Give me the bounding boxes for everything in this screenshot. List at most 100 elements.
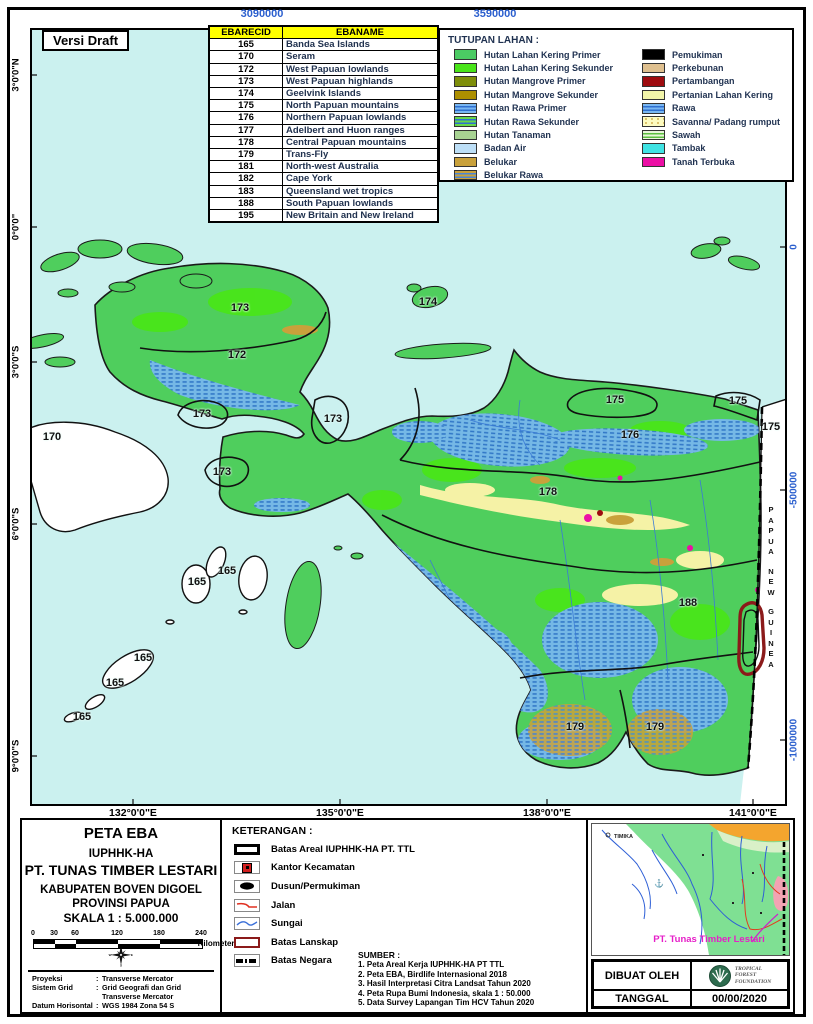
- scale-bar: 0 30 60 120 180 240 Kilometers: [31, 930, 239, 950]
- dash-line-symbol: [232, 954, 262, 968]
- eba-table: EBARECID EBANAME 165 Banda Sea Islands 170…: [208, 25, 439, 224]
- table-row: 183 Queensland wet tropics: [208, 184, 439, 198]
- legend-item: Savanna/ Padang rumput: [634, 115, 786, 128]
- scale-tick-label: 0: [31, 930, 35, 938]
- projection-label: Datum Horisontal: [32, 1001, 93, 1011]
- source-line: 4. Peta Rupa Bumi Indonesia, skala 1 : 5…: [358, 988, 531, 998]
- regency-name: KABUPATEN BOVEN DIGOEL: [40, 883, 202, 896]
- table-row: 195 New Britain and New Ireland: [208, 209, 439, 223]
- legend-item: Rawa: [634, 102, 786, 115]
- legend-item-label: Hutan Rawa Primer: [484, 103, 567, 114]
- table-cell: 174: [208, 87, 283, 101]
- legend-item-label: Rawa: [672, 103, 696, 114]
- axis-label: 3590000: [473, 8, 517, 20]
- keterangan-item-label: Dusun/Permukiman: [271, 880, 361, 892]
- projection-value: Grid Geografi dan Grid Transverse Mercat…: [102, 983, 182, 1001]
- legend-item-label: Pertambangan: [672, 76, 735, 87]
- country-border: [746, 406, 764, 769]
- table-row: 176 Northern Papuan lowlands: [208, 111, 439, 125]
- keterangan-item: Sungai: [232, 914, 586, 933]
- legend-item: Pertambangan: [634, 75, 786, 88]
- blue-line-symbol: [232, 917, 262, 931]
- keterangan-item: Batas Negara: [232, 952, 586, 971]
- country-label-letter: U: [768, 536, 774, 546]
- legend-item: Hutan Tanaman: [446, 128, 634, 141]
- inset-land: [626, 824, 789, 955]
- table-cell: Cape York: [282, 172, 439, 186]
- keterangan-title: KETERANGAN :: [232, 825, 313, 837]
- projection-value: Transverse Mercator: [102, 973, 174, 983]
- table-cell: 177: [208, 123, 283, 137]
- legend-col2: Pemukiman Perkebunan Pertambangan Pertanian…: [634, 48, 786, 182]
- country-label-letter: P: [768, 505, 774, 514]
- sources-items: 1. Peta Areal Kerja IUPHHK-HA PT TTL 2. P…: [358, 960, 580, 1008]
- red-box-symbol: [232, 936, 262, 949]
- table-cell: Queensland wet tropics: [282, 184, 439, 198]
- legend-swatch: [454, 49, 477, 60]
- areal-box-symbol: [232, 843, 262, 856]
- legend-item: Hutan Lahan Kering Primer: [446, 48, 634, 61]
- table-row: 174 Geelvink Islands: [208, 87, 439, 101]
- landcover-legend: TUTUPAN LAHAN : Hutan Lahan Kering Prime…: [438, 28, 794, 182]
- legend-item: Pemukiman: [634, 48, 786, 61]
- date-value: 00/00/2020: [691, 990, 788, 1007]
- scale-tick-label: 240: [195, 930, 207, 938]
- projection-sep: :: [96, 973, 99, 983]
- eba-boundaries: [139, 311, 761, 749]
- table-cell: West Papuan highlands: [282, 74, 439, 89]
- axis-label: 3°0'0"S: [10, 345, 22, 379]
- country-label-letter: A: [768, 547, 774, 556]
- legend-item: Belukar Rawa: [446, 169, 634, 182]
- table-cell: Central Papuan mountains: [282, 135, 439, 150]
- legend-item-label: Hutan Rawa Sekunder: [484, 116, 580, 127]
- table-row: 172 West Papuan lowlands: [208, 62, 439, 76]
- credits-table: DIBUAT OLEH TROPICAL FOREST: [591, 959, 790, 1009]
- legend-swatch: [454, 89, 477, 101]
- axis-label: 0°0'0": [10, 213, 22, 241]
- legend-item-label: Pertanian Lahan Kering: [672, 89, 774, 100]
- table-cell: Banda Sea Islands: [282, 38, 439, 52]
- title-block: PETA EBA IUPHHK-HA PT. TUNAS TIMBER LEST…: [22, 820, 239, 1012]
- legend-item: Tanah Terbuka: [634, 155, 786, 168]
- legend-item-label: Savanna/ Padang rumput: [672, 116, 781, 127]
- legend-item-label: Belukar: [484, 156, 518, 167]
- keterangan-item-label: Batas Areal IUPHHK-HA PT. TTL: [271, 843, 415, 855]
- table-cell: North-west Australia: [282, 160, 439, 174]
- svg-text:E: E: [131, 953, 133, 957]
- draft-version-badge: Versi Draft: [42, 30, 130, 51]
- legend-item: Hutan Mangrove Sekunder: [446, 88, 634, 101]
- keterangan-item-label: Kantor Kecamatan: [271, 862, 355, 874]
- scale-tick-label: 180: [153, 930, 165, 938]
- legend-item-label: Badan Air: [484, 143, 527, 154]
- legend-item-label: Hutan Lahan Kering Primer: [484, 49, 601, 60]
- legend-item-label: Hutan Lahan Kering Sekunder: [484, 63, 614, 74]
- inset-place-label: TIMIKA: [614, 834, 633, 840]
- tff-logo-text: TROPICAL FOREST FOUNDATION: [734, 965, 772, 985]
- table-cell: 175: [208, 99, 283, 113]
- table-row: 182 Cape York: [208, 172, 439, 186]
- table-row: 175 North Papuan mountains: [208, 99, 439, 113]
- green-islands: [32, 236, 761, 650]
- legend-item-label: Sawah: [672, 130, 701, 141]
- country-label-letter: W: [767, 587, 775, 597]
- red-line-symbol: [232, 898, 262, 912]
- date-label: TANGGAL: [593, 990, 691, 1007]
- map-scale: SKALA 1 : 5.000.000: [63, 911, 179, 926]
- legend-swatch: [454, 169, 477, 181]
- legend-swatch: [454, 103, 477, 114]
- table-cell: Geelvink Islands: [282, 87, 439, 101]
- keterangan-item: Batas Lanskap: [232, 933, 586, 952]
- eba-table-header-name: EBANAME: [282, 25, 439, 40]
- table-row: 179 Trans-Fly: [208, 148, 439, 162]
- legend-swatch: [454, 116, 477, 127]
- table-row: 173 West Papuan highlands: [208, 74, 439, 89]
- legend-item: Sawah: [634, 128, 786, 141]
- legend-item-label: Hutan Mangrove Sekunder: [484, 89, 599, 100]
- table-cell: 181: [208, 160, 283, 174]
- inset-rivers: [601, 829, 768, 945]
- white-islands: [32, 421, 268, 723]
- table-cell: 182: [208, 172, 283, 186]
- projection-row: Datum Horisontal: WGS 1984 Zona 54 S: [32, 1002, 214, 1011]
